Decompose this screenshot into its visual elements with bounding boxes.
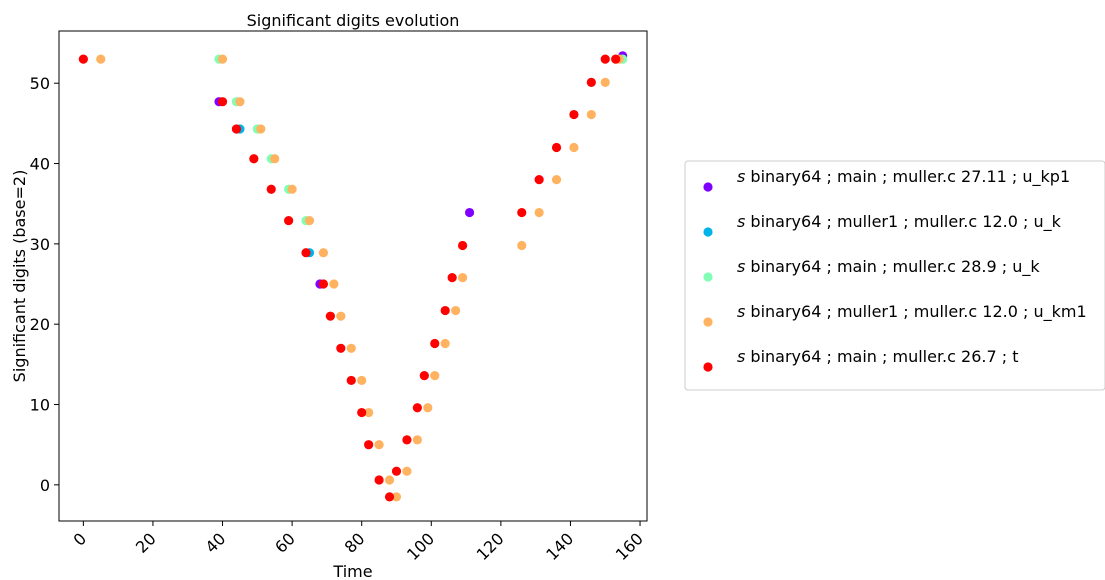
data-point-series-5 <box>266 184 276 194</box>
data-point-series-5 <box>517 207 527 218</box>
data-point-series-5 <box>346 375 356 386</box>
data-point-series-4 <box>430 371 440 381</box>
y-tick-label: 50 <box>30 74 50 93</box>
data-point-series-4 <box>270 154 280 164</box>
data-point-series-4 <box>423 403 433 413</box>
data-point-series-5 <box>78 54 88 64</box>
data-point-series-5 <box>551 142 562 153</box>
data-point-series-5 <box>412 403 422 413</box>
data-point-series-5 <box>384 492 395 502</box>
data-point-series-5 <box>231 124 242 134</box>
data-point-series-5 <box>301 248 311 258</box>
y-tick-label: 40 <box>30 155 50 174</box>
data-point-series-4 <box>440 338 450 349</box>
x-tick-label: 100 <box>403 529 438 564</box>
data-point-series-5 <box>336 343 346 353</box>
data-point-series-4 <box>569 142 579 153</box>
data-point-series-4 <box>534 207 544 218</box>
data-point-series-4 <box>551 175 562 185</box>
data-point-series-5 <box>611 54 621 64</box>
data-point-series-5 <box>284 215 294 226</box>
data-point-series-5 <box>364 440 374 450</box>
data-point-series-4 <box>517 240 527 251</box>
data-point-series-4 <box>304 215 315 226</box>
y-tick-label: 10 <box>30 396 50 415</box>
data-point-series-4 <box>96 54 106 64</box>
data-point-series-5 <box>391 466 402 476</box>
plot-area <box>58 30 648 522</box>
data-point-series-4 <box>318 248 329 258</box>
data-point-series-1 <box>464 207 475 218</box>
legend-label-series-1: s binary64 ; main ; muller.c 27.11 ; u_k… <box>737 167 1070 187</box>
markers <box>78 51 628 502</box>
x-tick-label: 160 <box>612 529 647 564</box>
y-tick-label: 0 <box>40 476 50 495</box>
chart-title: Significant digits evolution <box>247 11 460 30</box>
data-point-series-4 <box>357 375 367 386</box>
legend-label-series-4: s binary64 ; muller1 ; muller.c 12.0 ; u… <box>737 302 1087 322</box>
data-point-series-5 <box>419 371 429 381</box>
data-point-series-4 <box>384 475 395 485</box>
data-point-series-5 <box>249 154 259 164</box>
data-point-series-5 <box>457 240 468 251</box>
data-point-series-4 <box>412 435 422 445</box>
x-axis: 0 20 40 60 80 100 120 140 160 <box>70 521 647 564</box>
x-tick-label: 80 <box>341 529 369 557</box>
data-point-series-4 <box>391 492 402 502</box>
legend-label-series-3: s binary64 ; main ; muller.c 28.9 ; u_k <box>737 257 1040 277</box>
legend-frame <box>684 160 1105 391</box>
data-point-series-5 <box>374 475 384 485</box>
legend: s binary64 ; main ; muller.c 27.11 ; u_k… <box>684 160 1105 391</box>
data-point-series-4 <box>402 466 412 476</box>
data-point-series-5 <box>569 109 579 120</box>
data-point-series-4 <box>600 77 610 88</box>
data-point-series-5 <box>586 77 596 88</box>
data-point-series-4 <box>586 109 596 120</box>
x-tick-label: 120 <box>473 529 508 564</box>
x-tick-label: 140 <box>542 529 577 564</box>
legend-marker-series-1 <box>703 182 713 192</box>
legend-marker-series-2 <box>703 227 713 237</box>
legend-marker-series-5 <box>703 362 713 372</box>
data-point-series-4 <box>457 273 468 283</box>
legend-marker-series-3 <box>703 272 713 282</box>
x-tick-label: 40 <box>202 529 230 557</box>
data-point-series-4 <box>346 343 356 353</box>
data-point-series-4 <box>364 407 374 418</box>
data-point-series-4 <box>374 440 384 450</box>
data-point-series-4 <box>451 305 461 316</box>
x-axis-label: Time <box>332 562 372 580</box>
data-point-series-5 <box>217 97 228 107</box>
data-point-series-4 <box>217 54 228 64</box>
data-point-series-5 <box>402 435 412 445</box>
data-point-series-5 <box>600 54 610 64</box>
legend-label-series-5: s binary64 ; main ; muller.c 26.7 ; t <box>737 347 1018 366</box>
x-tick-label: 0 <box>70 529 91 550</box>
legend-marker-series-4 <box>703 317 713 327</box>
data-point-series-5 <box>534 175 544 185</box>
data-point-series-4 <box>235 97 245 107</box>
data-point-series-5 <box>325 311 335 321</box>
x-tick-label: 20 <box>132 529 160 557</box>
data-point-series-5 <box>318 279 329 289</box>
data-point-series-4 <box>256 124 266 134</box>
data-point-series-4 <box>287 184 297 194</box>
data-point-series-5 <box>440 305 450 316</box>
y-axis: 0 10 20 30 40 50 <box>30 74 59 495</box>
x-tick-label: 60 <box>271 529 299 557</box>
data-point-series-4 <box>336 311 346 321</box>
y-tick-label: 30 <box>30 235 50 254</box>
data-point-series-5 <box>447 273 457 283</box>
legend-label-series-2: s binary64 ; muller1 ; muller.c 12.0 ; u… <box>737 212 1062 232</box>
data-point-series-5 <box>430 338 440 349</box>
plot-frame <box>58 30 648 522</box>
data-point-series-5 <box>357 407 367 418</box>
y-axis-label: Significant digits (base=2) <box>10 170 29 383</box>
data-point-series-4 <box>329 279 339 289</box>
y-tick-label: 20 <box>30 315 50 334</box>
